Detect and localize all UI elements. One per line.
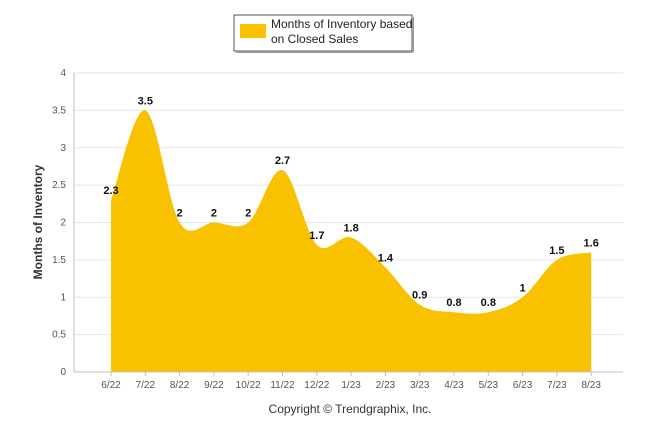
x-tick-label: 8/22 <box>170 380 190 391</box>
area-series <box>111 110 592 372</box>
y-tick-label: 0 <box>60 367 66 378</box>
x-tick-label: 10/22 <box>236 380 261 391</box>
x-tick-label: 11/22 <box>270 380 295 391</box>
x-tick-label: 5/23 <box>479 380 499 391</box>
y-axis-title: Months of Inventory <box>31 164 45 279</box>
data-label: 0.8 <box>446 297 461 309</box>
x-tick-label: 12/22 <box>304 380 329 391</box>
y-tick-label: 3 <box>60 143 66 154</box>
x-tick-label: 6/23 <box>513 380 533 391</box>
data-label: 0.8 <box>481 297 496 309</box>
y-tick-label: 1.5 <box>52 255 66 266</box>
axes <box>73 73 623 373</box>
area-fill <box>111 110 592 372</box>
legend-swatch <box>240 24 266 38</box>
data-label: 2 <box>211 208 217 220</box>
y-tick-labels: 0 0.5 1 1.5 2 2.5 3 3.5 4 <box>52 68 66 378</box>
data-label: 3.5 <box>138 95 153 107</box>
data-labels: 2.3 3.5 2 2 2 2.7 1.7 1.8 1.4 0.9 0.8 0.8 1 1.5 1.6 <box>103 95 598 309</box>
x-tick-label: 3/23 <box>410 380 430 391</box>
legend-label-line-1: Months of Inventory based <box>271 17 412 31</box>
copyright-text: Copyright © Trendgraphix, Inc. <box>269 402 432 416</box>
data-label: 0.9 <box>412 290 427 302</box>
y-tick-label: 3.5 <box>52 105 66 116</box>
y-tick-label: 1 <box>60 292 66 303</box>
legend-label-line-2: on Closed Sales <box>271 32 358 46</box>
x-tick-label: 9/22 <box>204 380 224 391</box>
data-label: 2 <box>245 208 251 220</box>
data-label: 2.7 <box>275 155 290 167</box>
y-tick-label: 2.5 <box>52 180 66 191</box>
y-tick-label: 4 <box>60 68 66 79</box>
data-label: 1 <box>520 282 526 294</box>
x-tick-label: 1/23 <box>341 380 361 391</box>
x-tick-labels: 6/22 7/22 8/22 9/22 10/22 11/22 12/22 1/23 2/23 3… <box>101 372 601 391</box>
data-label: 2.3 <box>103 185 118 197</box>
data-label: 1.8 <box>343 222 358 234</box>
x-tick-label: 4/23 <box>444 380 464 391</box>
y-tick-label: 0.5 <box>52 330 66 341</box>
x-tick-label: 7/22 <box>136 380 156 391</box>
x-tick-label: 8/23 <box>581 380 601 391</box>
data-label: 2 <box>177 208 183 220</box>
y-tick-label: 2 <box>60 218 66 229</box>
x-tick-label: 7/23 <box>547 380 567 391</box>
data-label: 1.7 <box>309 230 324 242</box>
data-label: 1.6 <box>584 237 599 249</box>
legend: Months of Inventory based on Closed Sale… <box>233 14 414 53</box>
x-tick-label: 6/22 <box>101 380 121 391</box>
data-label: 1.5 <box>549 245 564 257</box>
x-tick-label: 2/23 <box>376 380 396 391</box>
data-label: 1.4 <box>378 252 394 264</box>
